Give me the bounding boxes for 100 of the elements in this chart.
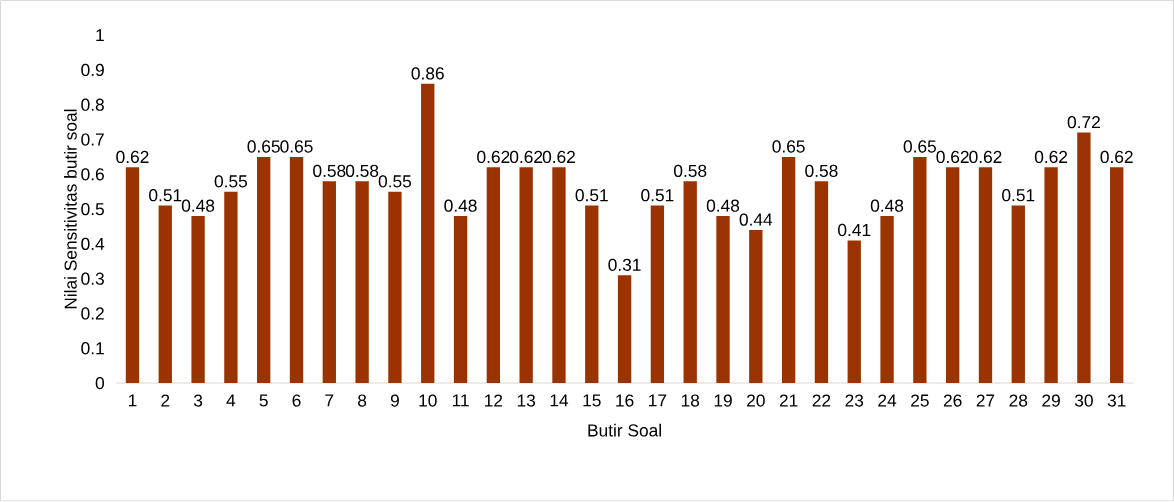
x-axis-title: Butir Soal xyxy=(588,424,661,437)
data-label: 0.65 xyxy=(903,140,936,153)
bar xyxy=(257,157,271,384)
bar xyxy=(519,167,533,384)
data-label: 0.65 xyxy=(280,140,313,153)
x-tick-label: 30 xyxy=(1074,394,1093,407)
data-label: 0.62 xyxy=(509,151,543,164)
x-tick-label: 25 xyxy=(911,394,929,407)
data-label: 0.58 xyxy=(805,164,838,178)
data-label: 0.55 xyxy=(214,175,248,188)
y-tick-label: 1 xyxy=(96,29,104,42)
bar xyxy=(1011,205,1025,384)
x-tick-label: 15 xyxy=(583,394,601,407)
bar xyxy=(946,167,960,384)
x-tick-label: 10 xyxy=(419,394,437,407)
y-tick-label: 0.3 xyxy=(81,272,104,286)
x-tick-label: 20 xyxy=(747,394,765,407)
x-tick-label: 28 xyxy=(1009,394,1028,407)
bar xyxy=(781,157,796,384)
bar xyxy=(913,157,927,384)
x-tick-label: 17 xyxy=(649,394,667,407)
bar xyxy=(683,181,697,384)
x-tick-label: 3 xyxy=(193,394,203,407)
data-label: 0.72 xyxy=(1067,116,1100,129)
x-tick-label: 13 xyxy=(517,394,536,407)
data-label: 0.62 xyxy=(477,151,510,164)
data-label: 0.51 xyxy=(575,189,608,202)
y-tick-label: 0 xyxy=(95,377,105,390)
data-label: 0.48 xyxy=(444,199,477,213)
x-tick-label: 7 xyxy=(325,394,334,407)
bar xyxy=(125,167,140,384)
bar xyxy=(486,167,501,384)
data-label: 0.65 xyxy=(772,140,805,153)
y-tick-label: 0.9 xyxy=(81,64,104,77)
data-label: 0.44 xyxy=(739,213,773,226)
y-tick-label: 0.6 xyxy=(81,168,104,181)
data-label: 0.41 xyxy=(838,224,871,237)
data-label: 0.58 xyxy=(674,164,707,178)
bar xyxy=(158,205,172,384)
bar xyxy=(421,84,435,384)
bar xyxy=(749,230,763,384)
bar xyxy=(880,216,894,384)
x-tick-label: 4 xyxy=(226,394,236,407)
bar xyxy=(814,181,829,384)
x-tick-label: 6 xyxy=(292,394,301,407)
data-label: 0.48 xyxy=(706,199,740,213)
data-label: 0.31 xyxy=(608,258,641,272)
bar xyxy=(453,216,468,384)
bar xyxy=(1110,167,1124,384)
data-label: 0.62 xyxy=(116,151,149,164)
bar xyxy=(1077,132,1091,384)
x-tick-label: 26 xyxy=(943,394,962,407)
data-label: 0.48 xyxy=(181,199,215,213)
x-tick-label: 23 xyxy=(845,394,864,407)
bar xyxy=(289,157,304,384)
bar xyxy=(978,167,993,384)
x-tick-label: 16 xyxy=(616,394,634,407)
data-label: 0.62 xyxy=(936,151,969,164)
y-tick-label: 0.2 xyxy=(81,307,104,320)
bar xyxy=(388,191,402,384)
data-label: 0.48 xyxy=(870,199,904,213)
x-tick-label: 9 xyxy=(390,394,399,407)
bar xyxy=(1044,167,1058,384)
data-label: 0.65 xyxy=(247,140,280,153)
bar xyxy=(191,216,205,384)
data-label: 0.51 xyxy=(149,189,182,202)
bar xyxy=(322,181,336,384)
x-tick-label: 19 xyxy=(714,394,732,407)
bar xyxy=(552,167,566,384)
bar xyxy=(650,205,665,384)
y-tick-label: 0.1 xyxy=(81,342,104,355)
y-tick-label: 0.4 xyxy=(81,237,105,251)
data-label: 0.62 xyxy=(1034,151,1068,164)
data-label: 0.62 xyxy=(1100,151,1133,164)
x-tick-label: 24 xyxy=(878,394,897,407)
x-tick-label: 29 xyxy=(1042,394,1060,407)
data-label: 0.62 xyxy=(542,151,575,164)
x-tick-label: 12 xyxy=(485,394,503,407)
data-label: 0.51 xyxy=(641,189,674,202)
x-tick-label: 21 xyxy=(779,394,798,407)
data-label: 0.62 xyxy=(969,151,1002,164)
x-tick-label: 1 xyxy=(128,394,137,407)
y-tick-label: 0.7 xyxy=(81,133,104,146)
x-tick-label: 5 xyxy=(259,394,268,407)
x-tick-label: 22 xyxy=(812,394,831,407)
x-tick-label: 27 xyxy=(976,394,995,407)
x-tick-label: 18 xyxy=(681,394,700,407)
bar xyxy=(224,191,238,384)
x-tick-label: 31 xyxy=(1107,394,1126,407)
bar xyxy=(716,216,730,384)
x-tick-label: 8 xyxy=(358,394,367,407)
data-label: 0.58 xyxy=(345,164,379,178)
bar xyxy=(847,240,861,384)
data-label: 0.86 xyxy=(411,67,444,80)
y-tick-label: 0.5 xyxy=(81,203,104,216)
x-tick-label: 14 xyxy=(550,394,569,407)
x-tick-label: 11 xyxy=(452,394,469,407)
y-tick-label: 0.8 xyxy=(81,98,104,112)
bar xyxy=(355,181,369,384)
y-axis-title: Nilai Sensitivitas butir soal xyxy=(64,109,77,309)
